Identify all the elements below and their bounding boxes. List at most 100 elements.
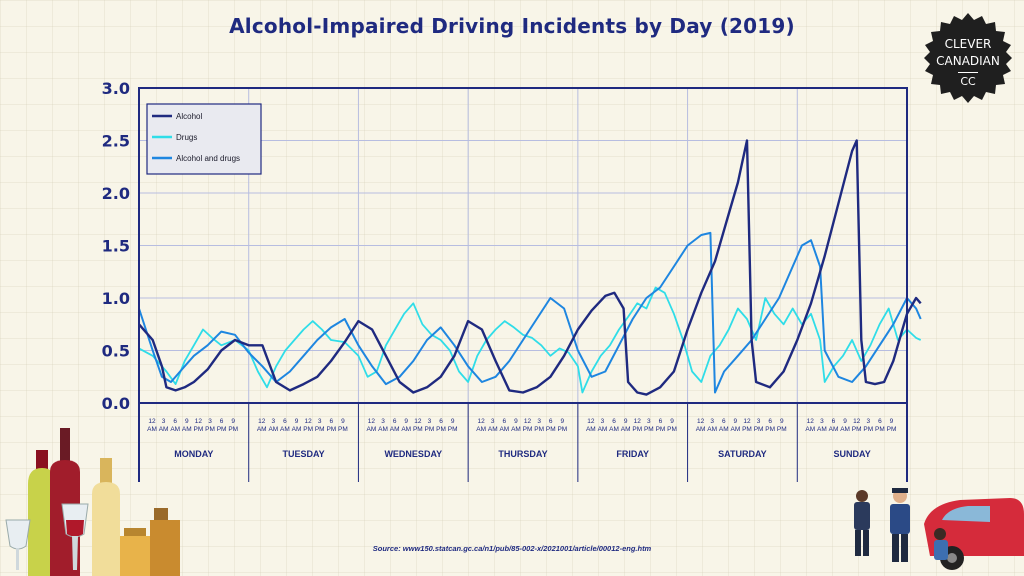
brand-line1: CLEVER bbox=[944, 37, 992, 51]
series-line-alcohol-and-drugs bbox=[138, 231, 922, 394]
hour-tick-number: 6 bbox=[393, 418, 397, 425]
hour-tick-number: 6 bbox=[503, 418, 507, 425]
hour-tick-ampm: PM bbox=[632, 426, 642, 433]
hour-tick-ampm: PM bbox=[644, 426, 654, 433]
hour-tick-ampm: AM bbox=[696, 426, 706, 433]
hour-tick-ampm: AM bbox=[511, 426, 521, 433]
hour-tick-number: 3 bbox=[601, 418, 605, 425]
hour-tick-ampm: AM bbox=[817, 426, 827, 433]
bottles-illustration bbox=[5, 428, 180, 576]
hour-tick-number: 12 bbox=[258, 418, 266, 425]
day-label-wednesday: WEDNESDAY bbox=[384, 449, 442, 459]
hour-tick-number: 12 bbox=[414, 418, 422, 425]
hour-tick-number: 6 bbox=[878, 418, 882, 425]
hour-tick-number: 9 bbox=[451, 418, 455, 425]
hour-tick-number: 12 bbox=[195, 418, 203, 425]
hour-tick-ampm: PM bbox=[742, 426, 752, 433]
hour-tick-ampm: PM bbox=[194, 426, 204, 433]
hour-tick-ampm: PM bbox=[765, 426, 775, 433]
series-line-drugs bbox=[138, 286, 922, 394]
plot-border bbox=[138, 87, 908, 404]
hour-tick-number: 9 bbox=[231, 418, 235, 425]
hour-tick-number: 12 bbox=[587, 418, 595, 425]
y-axis-ticks: 0.0 0.5 1.0 1.5 2.0 2.5 3.0 bbox=[102, 79, 130, 413]
hour-tick-number: 3 bbox=[208, 418, 212, 425]
hour-tick-ampm: AM bbox=[257, 426, 267, 433]
hour-tick-ampm: PM bbox=[425, 426, 435, 433]
hour-tick-number: 3 bbox=[381, 418, 385, 425]
hour-tick-ampm: AM bbox=[292, 426, 302, 433]
hour-tick-ampm: PM bbox=[557, 426, 567, 433]
hour-tick-number: 3 bbox=[537, 418, 541, 425]
hour-tick-number: 9 bbox=[670, 418, 674, 425]
day-label-sunday: SUNDAY bbox=[834, 449, 871, 459]
hour-tick-number: 9 bbox=[780, 418, 784, 425]
hour-tick-number: 3 bbox=[272, 418, 276, 425]
hour-tick-ampm: PM bbox=[436, 426, 446, 433]
hour-tick-ampm: AM bbox=[476, 426, 486, 433]
hour-tick-number: 3 bbox=[647, 418, 651, 425]
brand-line2: CANADIAN bbox=[936, 54, 1000, 68]
y-tick-label: 3.0 bbox=[102, 79, 130, 98]
brand-mark: CC bbox=[958, 72, 978, 90]
hour-tick-number: 6 bbox=[283, 418, 287, 425]
legend-label: Drugs bbox=[176, 133, 197, 142]
chart-title: Alcohol-Impaired Driving Incidents by Da… bbox=[229, 14, 795, 38]
y-tick-label: 2.0 bbox=[102, 184, 130, 203]
day-label-monday: MONDAY bbox=[174, 449, 213, 459]
y-tick-label: 0.0 bbox=[102, 394, 130, 413]
hour-tick-ampm: AM bbox=[621, 426, 631, 433]
hour-tick-number: 12 bbox=[148, 418, 156, 425]
hour-tick-ampm: AM bbox=[829, 426, 839, 433]
hour-tick-number: 6 bbox=[439, 418, 443, 425]
hour-tick-ampm: PM bbox=[228, 426, 238, 433]
hour-tick-ampm: PM bbox=[777, 426, 787, 433]
hour-tick-ampm: AM bbox=[170, 426, 180, 433]
y-tick-label: 0.5 bbox=[102, 342, 130, 361]
day-label-friday: FRIDAY bbox=[616, 449, 649, 459]
hour-tick-number: 9 bbox=[185, 418, 189, 425]
hour-tick-ampm: AM bbox=[401, 426, 411, 433]
x-axis: 12AM3AM6AM9AM12PM3PM6PM9PMMONDAY12AM3AM6… bbox=[147, 403, 896, 482]
hour-tick-number: 9 bbox=[624, 418, 628, 425]
legend-label: Alcohol and drugs bbox=[176, 154, 240, 163]
source-citation: Source: www150.statcan.gc.ca/n1/pub/85-0… bbox=[372, 544, 652, 553]
hour-tick-number: 3 bbox=[866, 418, 870, 425]
hour-tick-ampm: AM bbox=[268, 426, 278, 433]
hour-tick-ampm: PM bbox=[754, 426, 764, 433]
legend: Alcohol Drugs Alcohol and drugs bbox=[146, 103, 262, 175]
hour-tick-ampm: PM bbox=[534, 426, 544, 433]
y-tick-label: 1.0 bbox=[102, 289, 130, 308]
hour-tick-ampm: PM bbox=[667, 426, 677, 433]
hour-tick-ampm: PM bbox=[875, 426, 885, 433]
hour-tick-number: 12 bbox=[524, 418, 532, 425]
hour-tick-number: 9 bbox=[514, 418, 518, 425]
hour-tick-ampm: PM bbox=[338, 426, 348, 433]
hour-tick-number: 6 bbox=[768, 418, 772, 425]
hour-tick-number: 12 bbox=[368, 418, 376, 425]
hour-tick-number: 12 bbox=[743, 418, 751, 425]
hour-tick-number: 12 bbox=[478, 418, 486, 425]
y-tick-label: 2.5 bbox=[102, 132, 130, 151]
hour-tick-ampm: AM bbox=[488, 426, 498, 433]
hour-tick-ampm: PM bbox=[303, 426, 313, 433]
hour-tick-number: 9 bbox=[404, 418, 408, 425]
hour-tick-number: 6 bbox=[832, 418, 836, 425]
hour-tick-ampm: AM bbox=[719, 426, 729, 433]
badge-text: CLEVER CANADIAN CC bbox=[921, 36, 1015, 90]
hour-tick-number: 9 bbox=[561, 418, 565, 425]
hour-tick-ampm: PM bbox=[448, 426, 458, 433]
police-traffic-stop-illustration bbox=[854, 488, 1024, 570]
hour-tick-number: 6 bbox=[659, 418, 663, 425]
hour-tick-number: 3 bbox=[428, 418, 432, 425]
badge-seal-shape bbox=[924, 13, 1012, 103]
legend-label: Alcohol bbox=[176, 112, 202, 121]
hour-tick-ampm: PM bbox=[326, 426, 336, 433]
hour-tick-ampm: AM bbox=[840, 426, 850, 433]
hour-tick-ampm: AM bbox=[147, 426, 157, 433]
hour-tick-ampm: AM bbox=[159, 426, 169, 433]
hour-tick-number: 6 bbox=[549, 418, 553, 425]
hour-tick-ampm: PM bbox=[523, 426, 533, 433]
hour-tick-number: 12 bbox=[853, 418, 861, 425]
